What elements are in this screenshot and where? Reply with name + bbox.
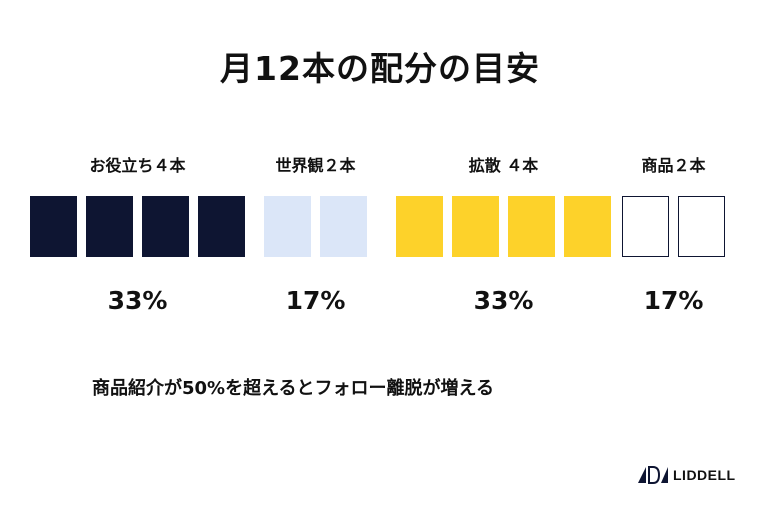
allocation-block [396, 196, 443, 257]
percent-label: 17% [285, 286, 346, 315]
brand-logo: LIDDELL [637, 466, 736, 484]
category-label: 世界観２本 [275, 156, 356, 175]
category-label: お役立ち４本 [89, 156, 186, 175]
block-row [396, 196, 611, 257]
allocation-block [564, 196, 611, 257]
page-title: 月12本の配分の目安 [220, 49, 540, 88]
allocation-block [622, 196, 669, 257]
allocation-block [452, 196, 499, 257]
liddell-logo-icon [638, 466, 668, 484]
block-row [622, 196, 725, 257]
allocation-block [142, 196, 189, 257]
block-row [30, 196, 245, 257]
allocation-block [30, 196, 77, 257]
percent-label: 33% [107, 286, 168, 315]
category-label: 拡散 ４本 [468, 156, 539, 175]
brand-name: LIDDELL [673, 467, 736, 483]
allocation-block [86, 196, 133, 257]
percent-label: 17% [643, 286, 704, 315]
allocation-block [678, 196, 725, 257]
allocation-block [320, 196, 367, 257]
caption-note: 商品紹介が50%を超えるとフォロー離脱が増える [92, 378, 495, 399]
block-row [264, 196, 367, 257]
allocation-block [264, 196, 311, 257]
allocation-block [508, 196, 555, 257]
allocation-block [198, 196, 245, 257]
category-label: 商品２本 [641, 156, 706, 175]
percent-label: 33% [473, 286, 534, 315]
